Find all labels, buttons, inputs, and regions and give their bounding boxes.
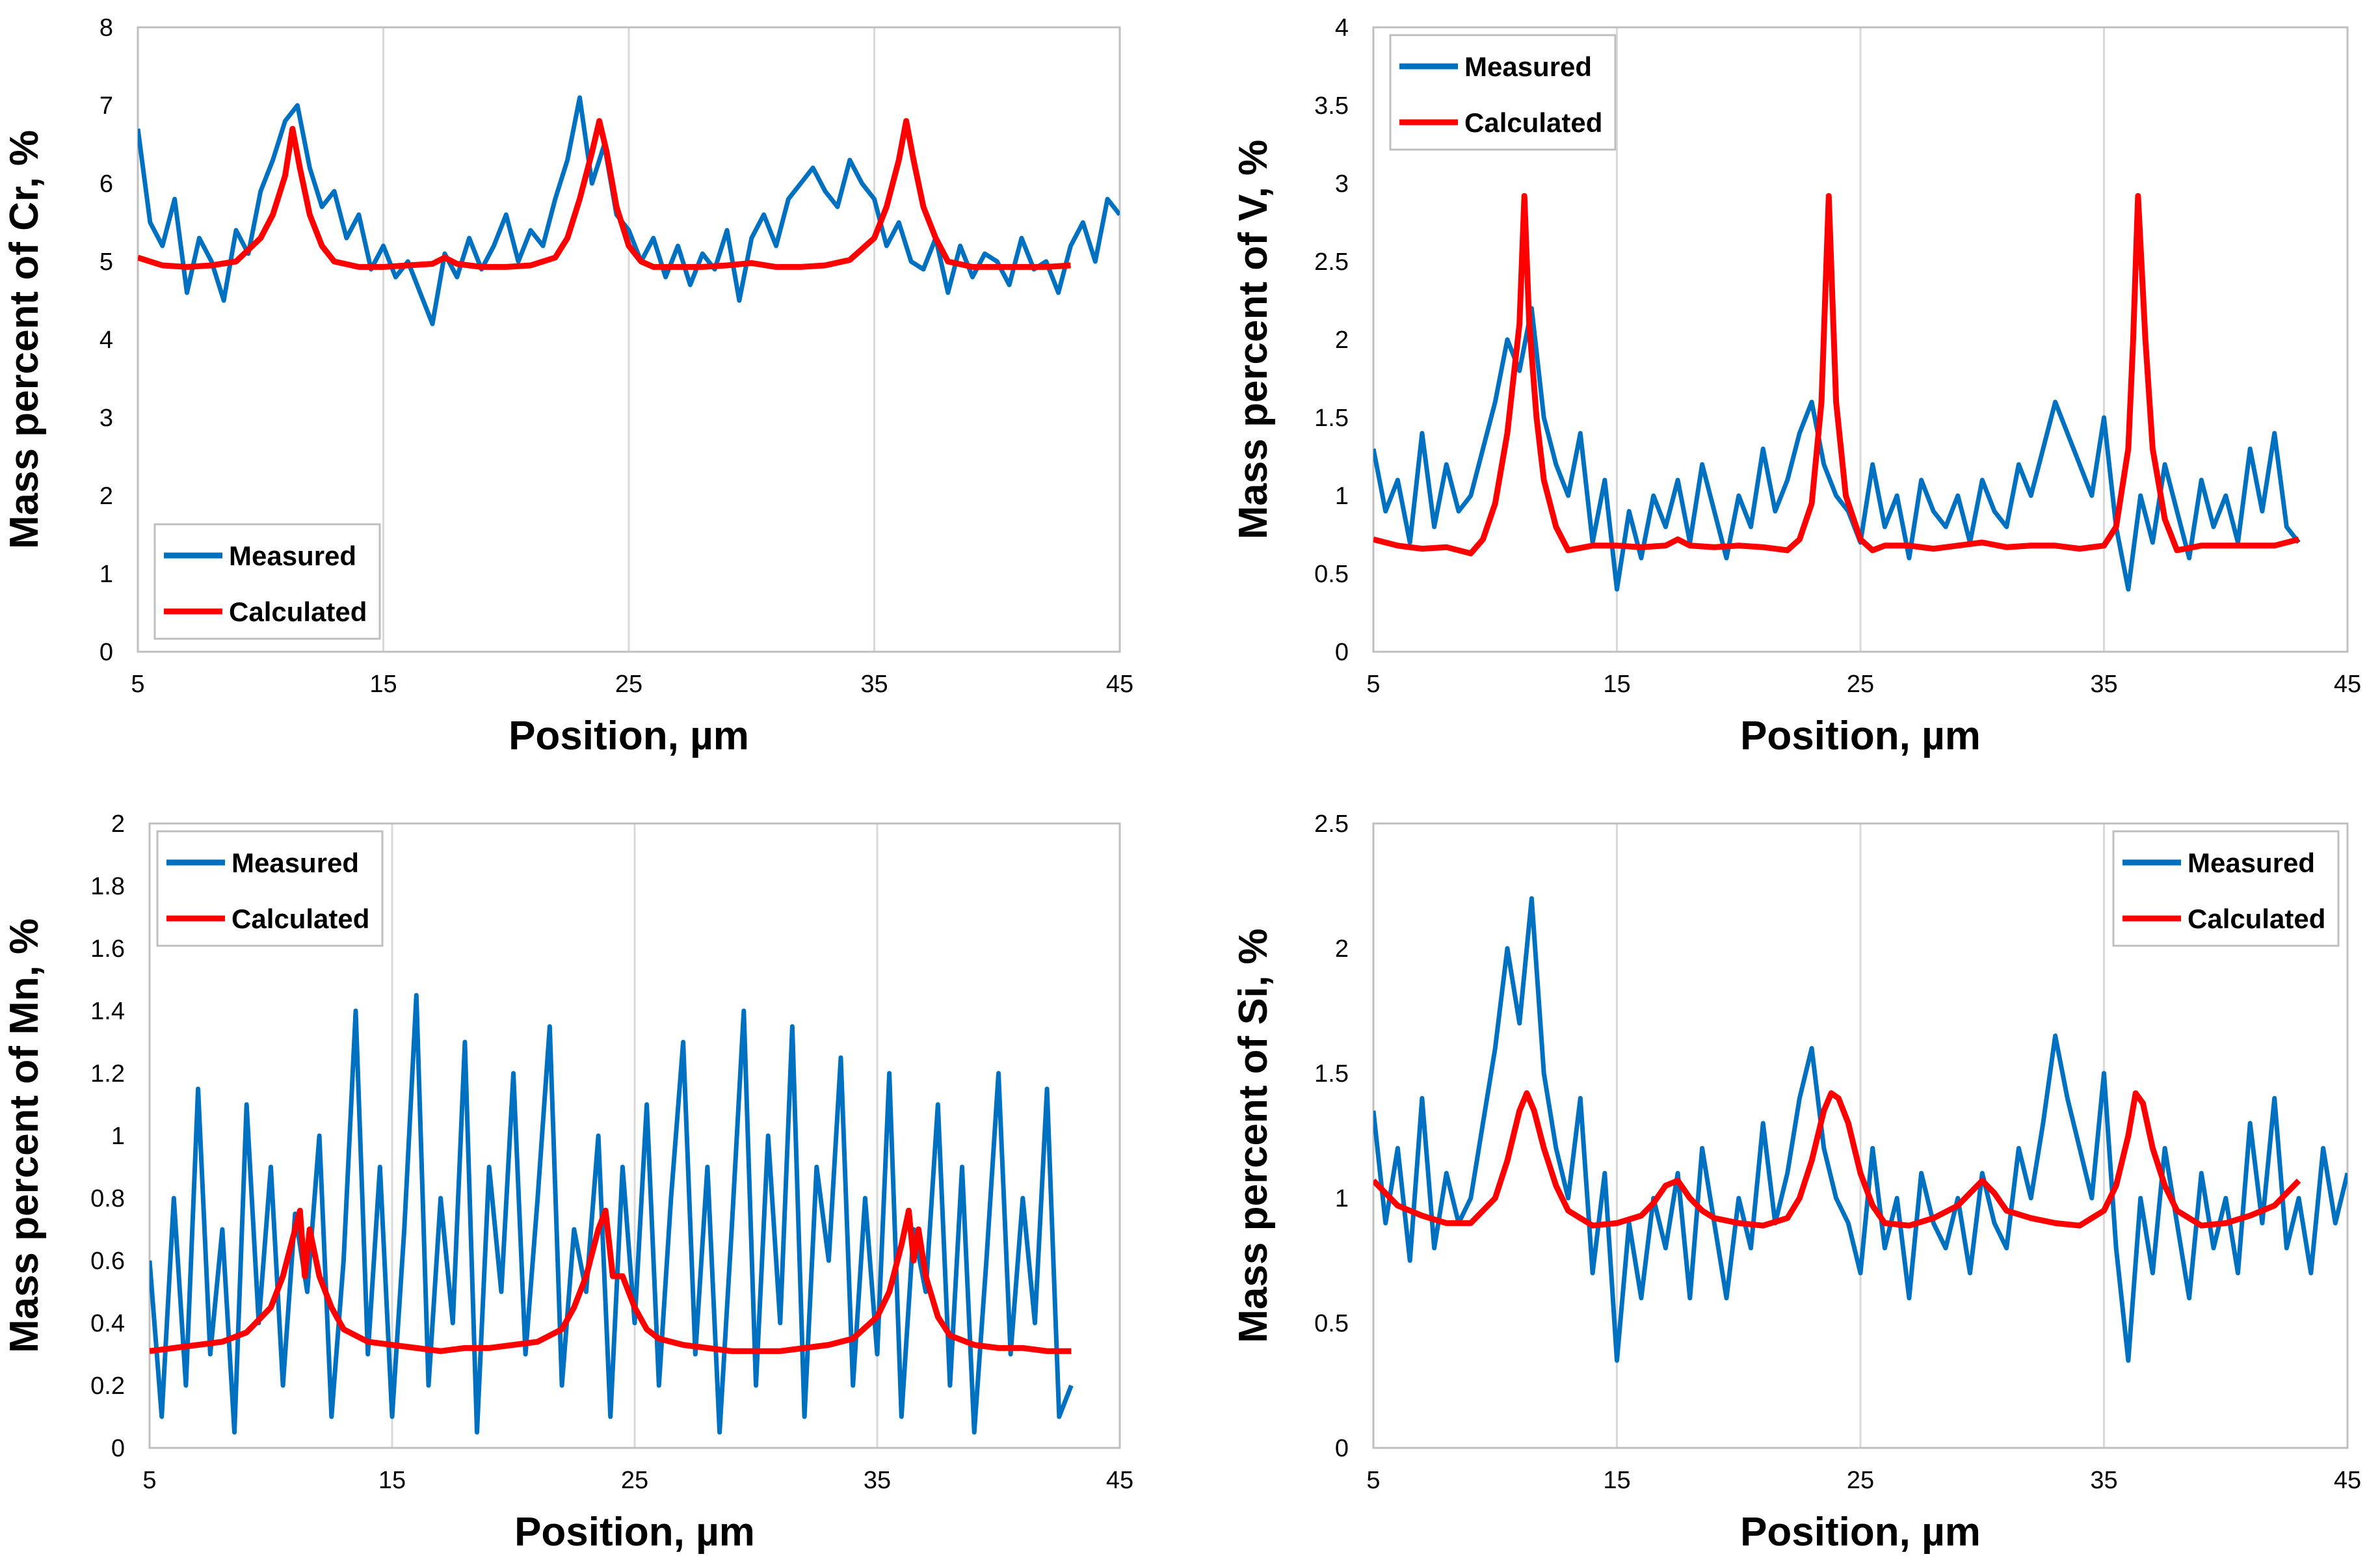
x-tick-label: 25 xyxy=(1847,671,1874,698)
y-tick-label: 5 xyxy=(99,248,113,276)
y-tick-label: 0 xyxy=(1335,1435,1349,1462)
y-tick-label: 2 xyxy=(111,810,125,838)
y-tick-label: 1.6 xyxy=(90,935,125,963)
x-tick-label: 5 xyxy=(131,671,144,698)
y-tick-label: 0 xyxy=(1335,639,1349,666)
x-tick-label: 5 xyxy=(1366,1467,1380,1494)
y-tick-label: 1 xyxy=(1335,483,1349,510)
y-tick-label: 2 xyxy=(99,483,113,510)
y-tick-label: 0 xyxy=(111,1435,125,1462)
y-tick-label: 0.2 xyxy=(90,1372,125,1400)
x-tick-label: 25 xyxy=(1847,1467,1874,1494)
x-tick-label: 25 xyxy=(621,1467,648,1494)
y-tick-label: 2 xyxy=(1335,327,1349,354)
y-tick-label: 4 xyxy=(1335,14,1349,42)
chart-panel-v: 5 15 25 35 45 0 0.5 1 1.5 2 2.5 3 3.5 4 Position, µm Ma… xyxy=(1231,14,2361,758)
x-axis-title: Position, µm xyxy=(1740,1510,1981,1555)
y-tick-label: 0.5 xyxy=(1314,1310,1349,1337)
plot-frame xyxy=(1372,822,2349,1449)
legend-label-calculated: Calculated xyxy=(229,596,367,627)
y-tick-label: 1.8 xyxy=(90,873,125,900)
y-tick-label: 0.6 xyxy=(90,1248,125,1275)
y-tick-label: 0.5 xyxy=(1314,561,1349,588)
x-tick-label: 5 xyxy=(142,1467,156,1494)
x-tick-label: 25 xyxy=(615,671,642,698)
x-tick-label: 15 xyxy=(378,1467,406,1494)
y-tick-label: 2.5 xyxy=(1314,810,1349,838)
plot-frame xyxy=(1372,26,2349,653)
x-tick-label: 45 xyxy=(1106,671,1133,698)
legend-label-measured: Measured xyxy=(1464,51,1592,82)
y-tick-label: 1.2 xyxy=(90,1060,125,1088)
legend-label-measured: Measured xyxy=(229,541,356,571)
x-axis-title: Position, µm xyxy=(1740,714,1981,758)
series-line-calculated xyxy=(138,118,1071,270)
x-tick-label: 35 xyxy=(864,1467,891,1494)
y-tick-label: 3.5 xyxy=(1314,92,1349,120)
legend-label-measured: Measured xyxy=(231,848,359,878)
y-tick-label: 1 xyxy=(1335,1185,1349,1212)
x-tick-label: 15 xyxy=(1603,1467,1630,1494)
legend-label-measured: Measured xyxy=(2188,848,2315,878)
legend-label-calculated: Calculated xyxy=(2188,903,2325,934)
y-tick-label: 2 xyxy=(1335,935,1349,963)
y-tick-label: 1.5 xyxy=(1314,1060,1349,1088)
y-axis-title: Mass percent of Si, % xyxy=(1231,928,1276,1343)
y-axis-title: Mass percent of Cr, % xyxy=(2,130,47,549)
y-tick-label: 1 xyxy=(111,1123,125,1150)
x-tick-label: 45 xyxy=(2334,1467,2361,1494)
x-tick-label: 35 xyxy=(860,671,888,698)
series-line-calculated xyxy=(150,1207,1072,1354)
chart-panel-mn: 5 15 25 35 45 0 0.2 0.4 0.6 0.8 1 1.2 1.4 1.6 1.8 2 Posi… xyxy=(2,810,1133,1555)
x-tick-label: 35 xyxy=(2090,671,2117,698)
y-tick-label: 0.8 xyxy=(90,1185,125,1212)
y-tick-label: 3 xyxy=(1335,170,1349,198)
legend xyxy=(1389,34,1617,151)
y-tick-label: 1.4 xyxy=(90,998,125,1025)
plot-frame xyxy=(137,26,1121,653)
chart-panel-si: 5 15 25 35 45 0 0.5 1 1.5 2 2.5 Position, µm Mass pe… xyxy=(1231,810,2361,1555)
x-tick-label: 45 xyxy=(2334,671,2361,698)
y-tick-label: 0 xyxy=(99,639,113,666)
legend-label-calculated: Calculated xyxy=(1464,107,1602,138)
y-tick-label: 0.4 xyxy=(90,1310,125,1337)
x-tick-label: 45 xyxy=(1106,1467,1133,1494)
legend xyxy=(153,523,381,640)
y-tick-label: 1.5 xyxy=(1314,405,1349,432)
x-axis-title: Position, µm xyxy=(509,714,749,758)
x-axis-title: Position, µm xyxy=(514,1510,755,1555)
y-tick-label: 2.5 xyxy=(1314,248,1349,276)
series-line-calculated xyxy=(1373,193,2300,557)
y-tick-label: 7 xyxy=(99,92,113,120)
legend xyxy=(2112,830,2340,947)
legend xyxy=(156,830,384,947)
x-tick-label: 15 xyxy=(369,671,397,698)
x-tick-label: 35 xyxy=(2090,1467,2117,1494)
y-tick-label: 4 xyxy=(99,327,113,354)
y-tick-label: 6 xyxy=(99,170,113,198)
y-axis-title: Mass percent of V, % xyxy=(1231,140,1276,540)
y-tick-label: 8 xyxy=(99,14,113,42)
y-tick-label: 1 xyxy=(99,561,113,588)
plot-frame xyxy=(148,822,1121,1449)
series-line-measured xyxy=(1373,896,2347,1363)
x-tick-label: 5 xyxy=(1366,671,1380,698)
y-tick-label: 3 xyxy=(99,405,113,432)
legend-label-calculated: Calculated xyxy=(231,903,369,934)
y-axis-title: Mass percent of Mn, % xyxy=(2,918,47,1353)
series-line-calculated xyxy=(1373,1090,2301,1229)
x-tick-label: 15 xyxy=(1603,671,1630,698)
